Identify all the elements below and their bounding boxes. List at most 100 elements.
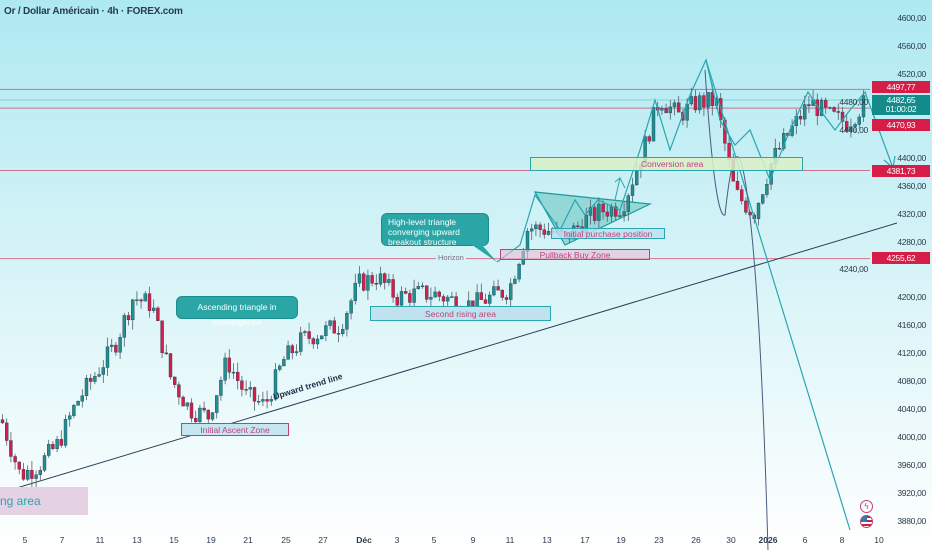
time-tick: 26 — [691, 535, 701, 545]
candle — [219, 376, 223, 401]
curved-path — [704, 69, 769, 550]
zigzag-projection[interactable] — [496, 58, 894, 263]
candle-body — [534, 224, 538, 230]
candle-body — [80, 395, 85, 402]
candle-body — [828, 107, 832, 109]
candle — [412, 279, 416, 307]
upward-trend-line[interactable] — [0, 222, 898, 494]
callout-ascending-triangle[interactable]: Ascending triangle in convergence — [176, 296, 298, 327]
zone-pullback-buy[interactable]: Pullback Buy Zone — [500, 249, 650, 260]
zone-rising-area[interactable]: ng area — [0, 487, 88, 515]
us-flag-icon[interactable] — [860, 515, 873, 528]
candle-body — [383, 273, 387, 283]
candle — [332, 316, 336, 334]
candle-body — [299, 332, 303, 352]
candle — [404, 287, 408, 295]
callout-tail — [472, 245, 497, 262]
candle-body — [601, 203, 605, 213]
candle-body — [130, 299, 135, 321]
lightning-icon[interactable]: ϟ — [860, 500, 873, 513]
candle — [269, 395, 273, 406]
candle — [38, 466, 42, 481]
candle — [597, 197, 601, 230]
candle-body — [294, 351, 299, 354]
candle-body — [286, 345, 290, 360]
candle-body — [139, 299, 143, 302]
level-price-label: 4381,73 — [872, 165, 930, 177]
candle-body — [593, 207, 597, 221]
candle-body — [193, 417, 198, 423]
candle-body — [0, 419, 5, 424]
zone-initial-ascent[interactable]: Initial Ascent Zone — [181, 423, 289, 436]
candle — [374, 274, 378, 291]
candle-body — [223, 357, 227, 381]
breakdown-projection[interactable] — [705, 59, 851, 531]
candle — [824, 97, 828, 114]
candle-body — [135, 299, 139, 301]
zone-initial-purchase[interactable]: Initial purchase position — [551, 228, 665, 239]
candle-body — [210, 412, 215, 420]
candle-body — [336, 333, 341, 335]
candle-body — [320, 335, 324, 340]
candle-body — [34, 474, 38, 479]
candle-body — [172, 376, 177, 385]
candle — [51, 441, 55, 451]
candle — [55, 435, 59, 453]
candle — [387, 273, 391, 286]
candle-body — [479, 292, 483, 300]
candle-body — [509, 283, 513, 300]
candle — [42, 452, 47, 472]
candle-body — [252, 387, 257, 402]
candle-body — [76, 401, 80, 406]
candle — [0, 414, 5, 425]
candle-body — [803, 104, 807, 120]
candle-body — [357, 273, 362, 284]
candle — [311, 337, 315, 349]
candle-body — [832, 107, 836, 112]
candle — [177, 381, 181, 405]
candle — [807, 96, 811, 113]
time-tick: 3 — [394, 535, 400, 545]
candle-body — [59, 439, 63, 446]
candle-body — [332, 320, 336, 334]
candle-body — [114, 344, 118, 353]
candle-body — [819, 99, 824, 116]
candle — [135, 291, 139, 306]
candle — [803, 95, 807, 127]
candle — [664, 103, 668, 114]
time-tick: 23 — [654, 535, 664, 545]
candle — [538, 222, 542, 238]
level-price-label: 4255,62 — [872, 252, 930, 264]
candle-body — [303, 331, 307, 333]
candle-body — [51, 444, 55, 449]
candle — [861, 90, 866, 123]
candle-body — [147, 293, 152, 311]
candle-body — [441, 296, 446, 302]
candle-body — [538, 224, 542, 230]
candle — [836, 103, 840, 120]
candle-body — [630, 184, 635, 196]
zone-second-rising-area[interactable]: Second rising area — [370, 306, 551, 321]
callout-high-level-triangle[interactable]: High-level triangle converging upward br… — [381, 213, 489, 247]
candle — [593, 204, 597, 225]
candle-body — [416, 286, 420, 290]
zone-conversion-area[interactable]: Conversion area — [530, 157, 803, 171]
candle-body — [84, 377, 89, 396]
candle — [429, 287, 433, 308]
candle-body — [341, 328, 345, 334]
candle-body — [9, 440, 13, 457]
candle-body — [244, 389, 248, 391]
candle — [828, 106, 832, 110]
candle — [626, 193, 630, 221]
price-tick: 4320,00 — [897, 208, 926, 219]
time-tick: 15 — [169, 535, 179, 545]
candle — [97, 367, 101, 378]
candle — [672, 99, 677, 116]
candle-body — [273, 369, 278, 400]
candle-body — [504, 297, 509, 300]
candle — [849, 118, 853, 138]
candle — [353, 273, 357, 305]
candle-body — [38, 470, 42, 475]
candle — [349, 298, 353, 320]
